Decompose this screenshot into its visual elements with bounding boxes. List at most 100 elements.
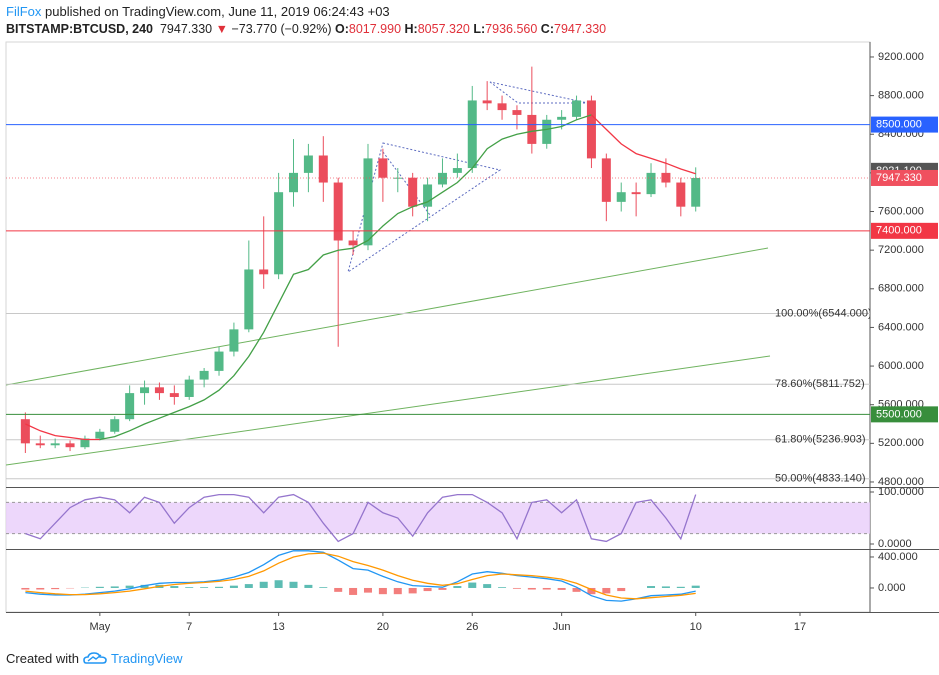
y-tick-label: 8800.000 xyxy=(878,90,924,102)
triangle-pattern xyxy=(489,81,589,104)
fib-label: 50.00%(4833.140) xyxy=(775,473,866,485)
price-label-box xyxy=(871,116,938,133)
histogram-bar xyxy=(36,587,45,590)
x-tick-label: 17 xyxy=(794,621,806,633)
histogram-bar xyxy=(200,587,209,588)
candle-body xyxy=(95,431,105,439)
price-label-box xyxy=(871,406,938,423)
y-tick-label: 0.0000 xyxy=(878,538,912,550)
histogram-bar xyxy=(244,584,253,588)
x-tick-label: 10 xyxy=(690,621,702,633)
candle-body xyxy=(363,158,373,246)
candle-body xyxy=(169,393,179,397)
ohlc-key: O: xyxy=(335,22,349,36)
price-label: 5500.000 xyxy=(876,408,922,420)
candle-body xyxy=(35,443,45,446)
y-tick-label: 6800.000 xyxy=(878,283,924,295)
histogram-bar xyxy=(334,587,343,592)
histogram-bar xyxy=(527,587,536,590)
price-label: 7947.330 xyxy=(876,172,922,184)
series-line xyxy=(25,552,696,600)
candle-body xyxy=(497,103,507,111)
histogram-bar xyxy=(453,586,462,588)
histogram-bar xyxy=(363,587,372,593)
candle-body xyxy=(601,158,611,202)
histogram-bar xyxy=(647,586,656,588)
x-tick-label: 13 xyxy=(272,621,284,633)
symbol-line: BITSTAMP:BTCUSD, 240 7947.330 ▼ −73.770 … xyxy=(6,22,606,36)
candle-body xyxy=(572,100,582,117)
candle-body xyxy=(512,110,522,115)
candle-body xyxy=(65,443,75,448)
histogram-bar xyxy=(21,587,30,590)
histogram-bar xyxy=(304,584,313,588)
candle-body xyxy=(348,240,358,246)
candle-body xyxy=(616,192,626,202)
y-tick-label: 0.000 xyxy=(878,582,906,594)
candle-body xyxy=(586,100,596,159)
candle-body xyxy=(244,269,254,330)
histogram-bar xyxy=(587,587,596,595)
candle-body xyxy=(423,184,433,207)
candle-body xyxy=(229,329,239,352)
last-price: 7947.330 xyxy=(159,22,213,36)
symbol: BITSTAMP:BTCUSD, 240 xyxy=(6,22,154,36)
candle-body xyxy=(437,172,447,185)
y-tick-label: 5200.000 xyxy=(878,437,924,449)
candle-body xyxy=(214,351,224,371)
candle-body xyxy=(50,443,60,446)
trend-line xyxy=(6,247,769,386)
histogram-bar xyxy=(676,586,685,588)
price-label: 7400.000 xyxy=(876,225,922,237)
candle-body xyxy=(303,155,313,173)
histogram-bar xyxy=(170,586,179,588)
header-line: FilFox published on TradingView.com, Jun… xyxy=(6,4,390,19)
histogram-bar xyxy=(95,586,104,588)
candle-body xyxy=(646,172,656,195)
x-tick-label: May xyxy=(89,621,110,633)
x-tick-label: 7 xyxy=(186,621,192,633)
histogram-bar xyxy=(661,586,670,588)
histogram-bar xyxy=(438,587,447,590)
footer: Created with TradingView xyxy=(6,650,183,666)
histogram-bar xyxy=(498,587,507,588)
ohlc-key: L: xyxy=(473,22,486,36)
histogram-bar xyxy=(617,587,626,592)
histogram-bar xyxy=(691,585,700,588)
histogram-bar xyxy=(319,587,328,588)
ohlc-key: C: xyxy=(540,22,554,36)
histogram-bar xyxy=(468,582,477,588)
candle-body xyxy=(80,438,90,448)
y-tick-label: 4800.000 xyxy=(878,476,924,488)
y-tick-label: 6400.000 xyxy=(878,321,924,333)
candle-body xyxy=(527,114,537,144)
x-tick-label: 20 xyxy=(377,621,389,633)
histogram-bar xyxy=(557,587,566,590)
candle-body xyxy=(125,393,135,420)
histogram-bar xyxy=(140,584,149,588)
author: FilFox xyxy=(6,4,42,19)
pattern-line xyxy=(382,151,431,216)
change: −73.770 (−0.92%) xyxy=(231,22,332,36)
histogram-bar xyxy=(259,581,268,588)
ohlc-value: 7936.560 xyxy=(485,22,538,36)
y-tick-label: 7600.000 xyxy=(878,205,924,217)
candle-body xyxy=(154,387,164,394)
series-line xyxy=(99,114,592,441)
y-tick-label: 400.000 xyxy=(878,551,918,563)
candle-body xyxy=(259,269,269,275)
price-pane: 100.00%(6544.000) 78.60%(5811.752) 61.80%(… xyxy=(6,66,870,485)
candle-body xyxy=(318,155,328,183)
trend-line xyxy=(6,355,771,466)
stoch-band xyxy=(6,502,870,534)
y-tick-label: 9200.000 xyxy=(878,51,924,63)
candle-body xyxy=(557,116,567,120)
histogram-bar xyxy=(483,584,492,588)
footer-text: Created with xyxy=(6,650,79,666)
histogram-bar xyxy=(572,587,581,592)
histogram-bar xyxy=(423,587,432,592)
histogram-bar xyxy=(349,587,358,595)
fib-label: 78.60%(5811.752) xyxy=(775,378,865,390)
